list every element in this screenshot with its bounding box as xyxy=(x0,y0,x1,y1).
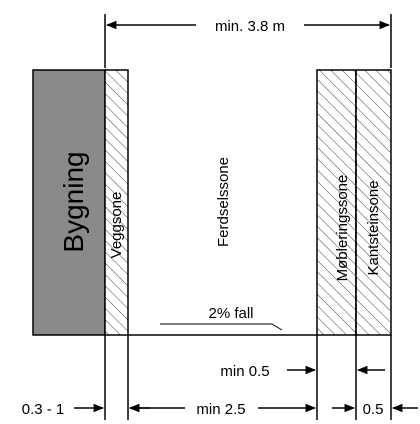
wall-zone xyxy=(104,69,129,336)
wall-zone-label: Veggsone xyxy=(108,192,125,259)
curb-zone xyxy=(355,69,392,336)
total-width-label: min. 3.8 m xyxy=(215,18,285,35)
building-label: Bygning xyxy=(58,151,89,252)
wall-width-label: 0.3 - 1 xyxy=(22,401,65,418)
slope-arrow xyxy=(160,323,283,331)
furniture-width-label: min 0.5 xyxy=(220,363,269,380)
traffic-zone-label: Ferdselssone xyxy=(215,157,232,247)
curb-zone-label: Kantsteinsone xyxy=(365,180,382,275)
furniture-zone xyxy=(316,69,357,336)
building-block xyxy=(32,69,106,336)
curb-width-label: 0.5 xyxy=(363,401,384,418)
slope-label: 2% fall xyxy=(208,305,253,322)
traffic-width-label: min 2.5 xyxy=(196,401,245,418)
furniture-zone-label: Møbleringssone xyxy=(334,175,351,282)
